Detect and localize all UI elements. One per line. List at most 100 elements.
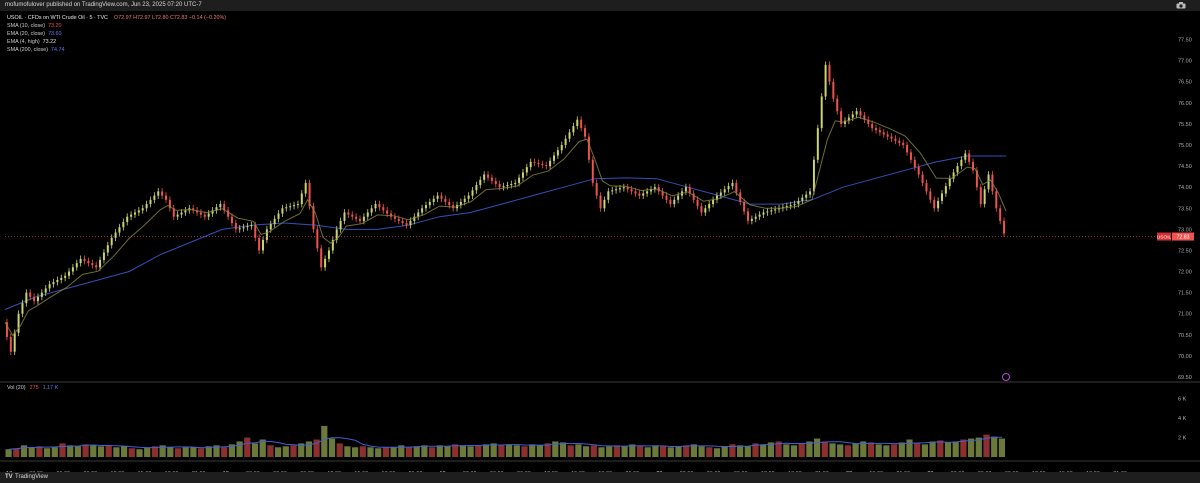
volume-bar xyxy=(290,445,297,457)
volume-bar xyxy=(475,445,482,457)
candle-body xyxy=(514,182,517,185)
candle-body xyxy=(591,159,594,183)
candle-body xyxy=(533,161,536,163)
time-tick-label: 06:00 xyxy=(490,471,504,472)
candle-body xyxy=(878,130,881,133)
volume-bar xyxy=(521,446,528,457)
volume-bar xyxy=(513,445,520,457)
candle-body xyxy=(684,187,687,192)
candle-body xyxy=(576,119,579,127)
candle-body xyxy=(673,199,676,205)
time-tick-label: 12:00 xyxy=(544,471,558,472)
price-tick-label: 71.50 xyxy=(1178,291,1192,297)
candle-body xyxy=(863,115,866,120)
candle-body xyxy=(424,205,427,209)
volume-bar xyxy=(90,445,97,457)
volume-bar xyxy=(621,446,628,457)
tradingview-brand[interactable]: TradingView xyxy=(15,474,49,480)
candle-body xyxy=(999,208,1002,221)
volume-bar xyxy=(898,442,905,457)
candle-body xyxy=(549,160,552,167)
volume-bar xyxy=(74,446,81,457)
candle-body xyxy=(875,128,878,131)
volume-bar xyxy=(921,444,928,457)
price-tick-label: 70.00 xyxy=(1178,354,1192,360)
volume-bar xyxy=(352,447,359,457)
candle-body xyxy=(719,192,722,196)
candle-body xyxy=(308,182,311,207)
time-tick-label: 09:00 xyxy=(517,471,531,472)
volume-bar xyxy=(205,446,212,457)
candle-body xyxy=(661,191,664,196)
volume-bar xyxy=(151,446,158,457)
camera-icon[interactable] xyxy=(1176,2,1186,9)
candle-body xyxy=(304,182,307,194)
time-tick-label: 03:00 xyxy=(463,471,477,472)
volume-bar xyxy=(706,447,713,457)
time-tick-label: 21:00 xyxy=(896,471,910,472)
candle-body xyxy=(735,182,738,193)
candle-body xyxy=(708,204,711,209)
time-tick-label: 06:00 xyxy=(273,471,287,472)
time-tick-label: 17 xyxy=(6,471,12,472)
volume-bar xyxy=(82,444,89,457)
ma-row[interactable]: SMA (10, close) 73.20 xyxy=(7,22,226,30)
candle-body xyxy=(688,187,691,194)
volume-bar xyxy=(498,445,505,457)
candle-body xyxy=(820,96,823,129)
time-tick-label: 12:00 xyxy=(327,471,341,472)
volume-ma-line xyxy=(8,436,1003,450)
candle-body xyxy=(401,220,404,224)
candle-body xyxy=(242,227,245,229)
candle-body xyxy=(370,208,373,213)
volume-bar xyxy=(144,447,151,457)
candle-body xyxy=(525,167,528,173)
candle-body xyxy=(785,206,788,208)
volume-bar xyxy=(213,445,220,457)
candle-body xyxy=(440,195,443,199)
time-tick-label: 03:00 xyxy=(29,471,43,472)
ma-row[interactable]: EMA (20, close) 73.60 xyxy=(7,30,226,38)
volume-legend[interactable]: Vol (20) 275 1.17 K xyxy=(7,385,58,391)
volume-bar xyxy=(121,446,128,457)
candle-body xyxy=(944,186,947,194)
volume-bar xyxy=(744,446,751,457)
candle-body xyxy=(498,184,501,188)
candle-body xyxy=(987,174,990,190)
price-tick-label: 72.00 xyxy=(1178,270,1192,276)
volume-bar xyxy=(906,439,913,457)
candle-body xyxy=(537,162,540,164)
volume-bar xyxy=(690,444,697,457)
candle-body xyxy=(168,199,171,209)
volume-bar xyxy=(544,443,551,457)
candle-body xyxy=(95,265,98,268)
price-tick-label: 75.50 xyxy=(1178,122,1192,128)
ma-row[interactable]: SMA (200, close) 74.74 xyxy=(7,46,226,54)
candle-body xyxy=(126,216,129,222)
candle-body xyxy=(692,193,695,200)
candle-body xyxy=(467,195,470,199)
ma-row[interactable]: EMA (4, high) 73.22 xyxy=(7,38,226,46)
candle-body xyxy=(324,258,327,268)
candle-body xyxy=(840,111,843,124)
time-tick-label: 06:00 xyxy=(56,471,70,472)
sma200-line xyxy=(4,155,1006,310)
candle-body xyxy=(56,279,59,283)
volume-bar xyxy=(960,439,967,457)
tradingview-logo[interactable]: TV xyxy=(5,474,13,480)
time-tick-label: 21:00 xyxy=(192,471,206,472)
volume-bar xyxy=(198,448,205,457)
candle-body xyxy=(843,120,846,124)
volume-bar xyxy=(606,446,613,457)
candle-body xyxy=(211,210,214,214)
volume-bar xyxy=(275,447,282,457)
price-chart[interactable]: 77.50 77.00 76.50 76.00 75.50 75.00 74.50 74.00… xyxy=(0,11,1200,472)
candle-body xyxy=(587,136,590,160)
event-marker-icon[interactable] xyxy=(1002,373,1010,381)
price-tag-box xyxy=(1172,232,1194,241)
candle-body xyxy=(836,98,839,112)
candle-body xyxy=(165,195,168,200)
candle-body xyxy=(382,207,385,211)
candle-body xyxy=(649,189,652,192)
candle-body xyxy=(762,212,765,215)
